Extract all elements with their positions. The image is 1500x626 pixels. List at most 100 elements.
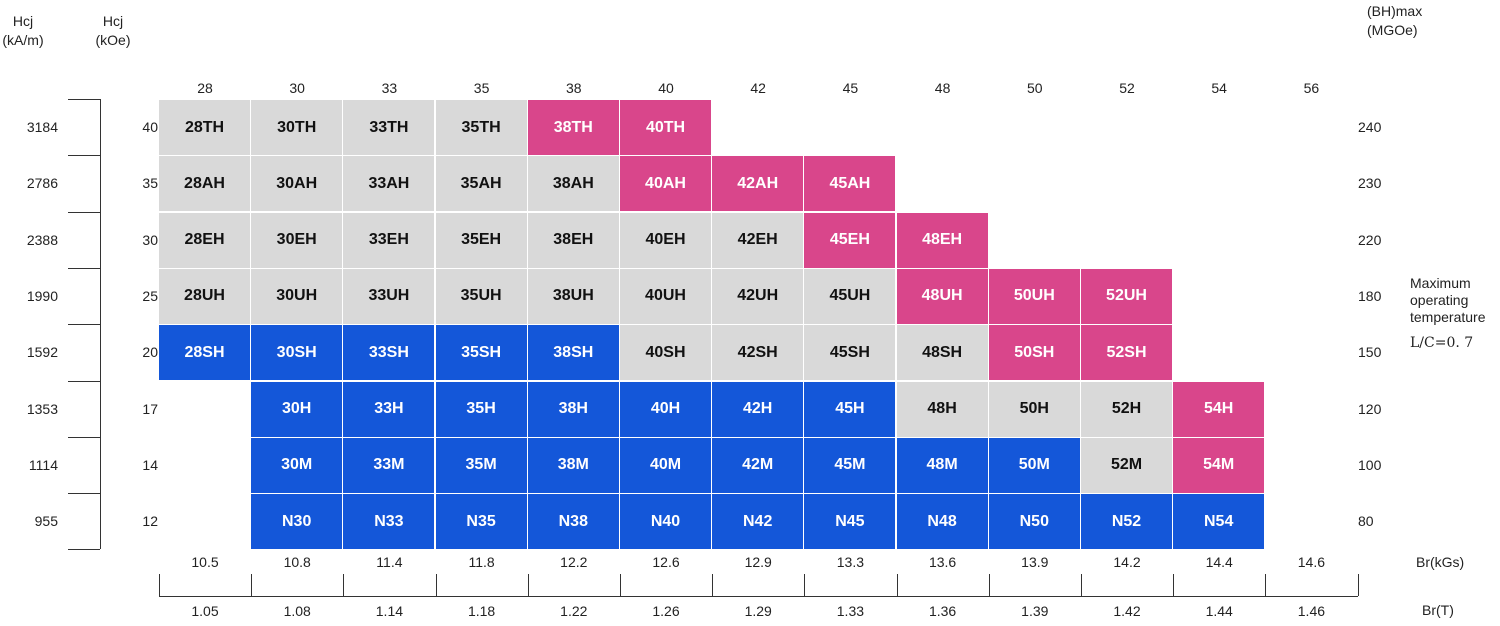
grade-cell: 52SH [1081,325,1172,381]
br-t-value: 1.33 [836,603,865,619]
grade-cell: 28TH [159,100,250,155]
grade-cell: N42 [712,494,804,550]
grade-cell: 38AH [527,156,619,212]
grade-cell: 35H [435,381,527,437]
bottom-axis-line [159,596,1358,597]
left-axis-tick [68,267,100,269]
grade-column-label: 42 [750,80,766,96]
hcj-kam-value: 2786 [26,175,58,192]
side-note: Maximum operating temperature [1410,275,1485,326]
grade-cell: 38M [527,437,619,493]
grade-cell: 40M [620,437,711,493]
grade-column-label: 48 [934,80,951,96]
hcj-koe-value: 20 [142,344,158,361]
br-kgs-value: 11.4 [376,554,403,570]
grade-cell: 38SH [527,325,619,381]
grade-cell: 52M [1081,437,1172,493]
br-kgs-value: 14.2 [1113,554,1141,570]
max-temp-value: 120 [1358,400,1382,417]
grade-column-label: 45 [842,80,859,96]
grade-cell: 28SH [159,325,250,381]
bottom-axis-tick [1173,574,1175,596]
grade-cell: 33AH [343,156,435,212]
bhmax-header-line2: (MGOe) [1367,22,1418,38]
grade-column-label: 33 [381,80,398,96]
grade-cell: 52UH [1081,268,1172,324]
grade-cell: N33 [343,494,435,550]
grade-cell: 50SH [988,325,1080,381]
bottom-axis-tick [804,574,806,596]
grade-cell: N45 [804,494,896,550]
bottom-axis-tick [251,574,253,596]
grade-cell: 50M [988,437,1080,493]
grade-cell: 33EH [343,212,435,268]
hcj-kam-value: 2388 [26,231,58,248]
grade-cell: 48UH [896,268,988,324]
grade-cell: 54H [1173,381,1265,437]
max-temp-value: 100 [1358,456,1382,473]
left-axis-tick [68,493,100,495]
grade-cell: N35 [435,494,527,550]
grade-cell: 33M [343,437,435,493]
grade-cell: 48H [896,381,988,437]
grade-cell: 30M [251,437,343,493]
hcj-kam-value: 1353 [26,400,58,417]
hcj-koe-value: 25 [142,288,158,305]
grade-cell: N54 [1173,494,1265,550]
grade-cell: 40UH [620,268,711,324]
bottom-axis-tick [343,574,345,596]
grade-cell: 48M [896,437,988,493]
grade-column-label: 35 [473,80,490,96]
hcj-kam-value: 955 [34,513,58,530]
bottom-axis-tick [712,574,714,596]
br-kgs-value: 13.6 [928,554,957,570]
br-t-value: 1.18 [467,603,496,619]
grade-cell: 35M [435,437,527,493]
br-t-value: 1.14 [375,603,404,619]
grade-column-label: 30 [289,80,305,96]
grade-cell: 42AH [712,156,804,212]
br-t-value: 1.46 [1297,603,1326,619]
grade-cell: 30AH [251,156,343,212]
hcj-kam-header-line2: (kA/m) [2,32,44,48]
br-kgs-value: 13.9 [1021,554,1049,570]
grade-cell: 30SH [251,325,343,381]
grade-cell: 35UH [435,268,527,324]
grade-cell: 50UH [988,268,1080,324]
br-t-value: 1.26 [652,603,680,619]
grade-cell: N38 [527,494,619,550]
hcj-koe-header-line2: (kOe) [95,32,131,48]
grade-cell: 54M [1173,437,1265,493]
hcj-koe-value: 35 [142,175,158,192]
max-temp-value: 80 [1358,513,1374,530]
max-temp-value: 220 [1358,231,1382,248]
grade-cell: N52 [1081,494,1172,550]
grade-column-label: 38 [566,80,582,96]
max-temp-value: 180 [1358,288,1382,305]
grade-cell: 33SH [343,325,435,381]
left-axis-tick [68,211,100,213]
grade-cell: 45H [804,381,896,437]
grade-cell: 33UH [343,268,435,324]
br-kgs-value: 14.6 [1297,554,1326,570]
br-kgs-value: 10.5 [191,554,219,570]
grade-cell: 35TH [435,100,527,155]
br-t-value: 1.36 [928,603,957,619]
hcj-kam-header-line1: Hcj [12,13,34,29]
br-t-value: 1.08 [283,603,311,619]
grade-cell: 38UH [527,268,619,324]
bottom-axis-tick [159,574,160,596]
grade-cell: 30UH [251,268,343,324]
br-t-value: 1.39 [1021,603,1049,619]
hcj-koe-value: 40 [142,119,158,136]
br-kgs-value: 12.9 [744,554,772,570]
grade-cell: 35SH [435,325,527,381]
left-axis-tick [68,324,100,326]
bottom-axis-tick [435,574,437,596]
hcj-koe-value: 14 [142,456,158,473]
bottom-axis-tick [988,574,990,596]
grade-cell: N40 [620,494,711,550]
hcj-koe-header: Hcj (kOe) [90,12,136,50]
bottom-axis-tick [1357,574,1359,596]
grade-cell: 28EH [159,212,250,268]
